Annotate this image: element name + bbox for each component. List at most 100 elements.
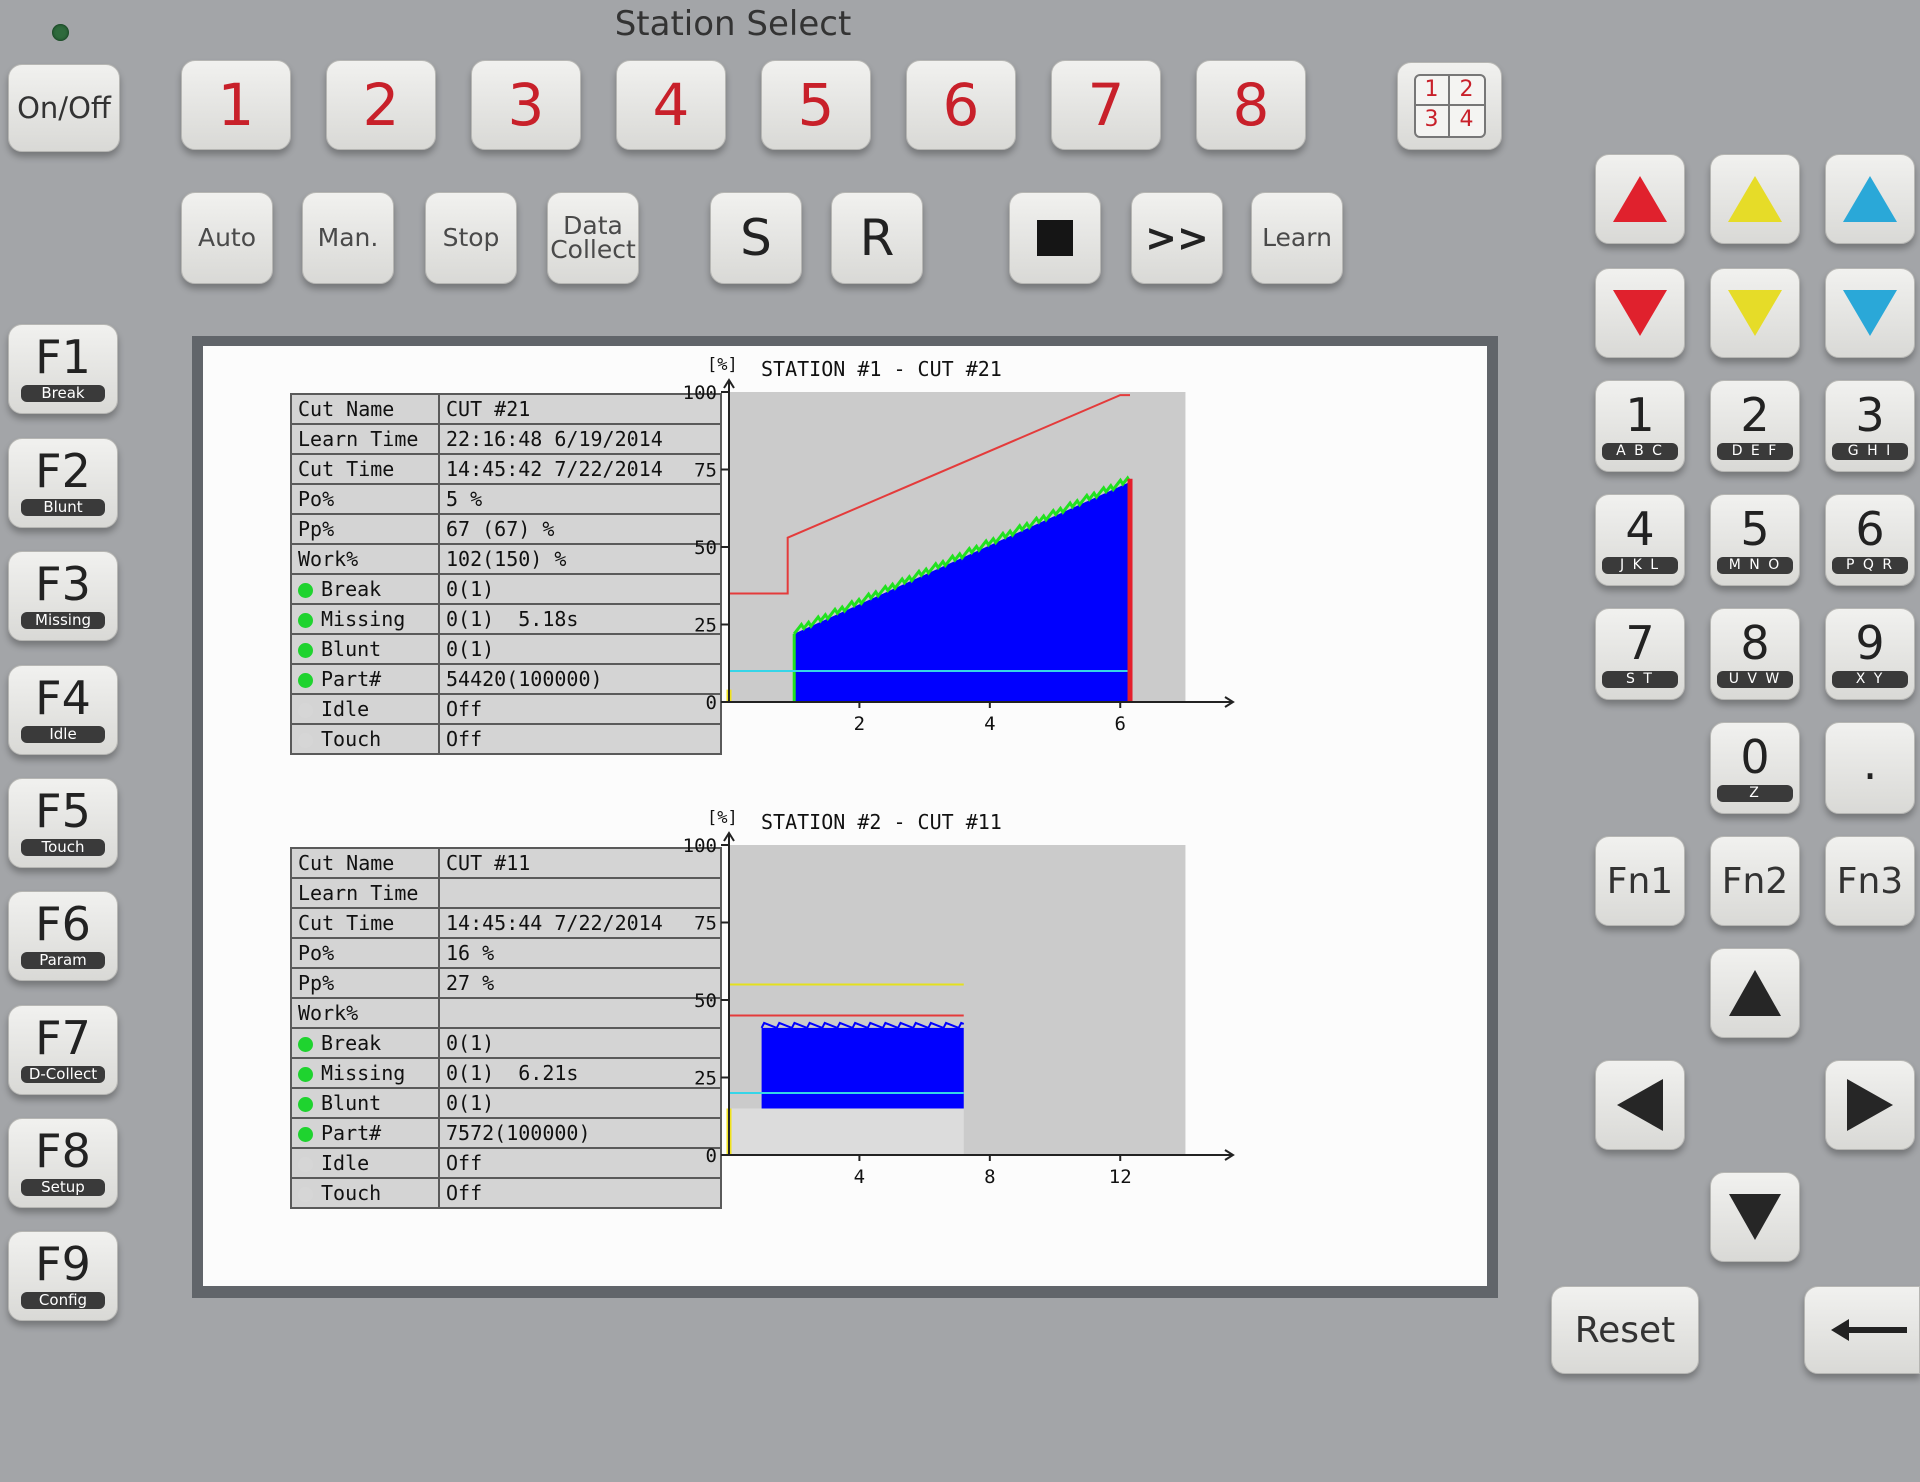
station1-row-key: Cut Time <box>290 453 440 485</box>
data-collect-button[interactable]: Data Collect <box>547 192 639 284</box>
blue-up-key[interactable] <box>1825 154 1915 244</box>
f2-key[interactable]: F2 Blunt <box>8 438 118 528</box>
station-6-button[interactable]: 6 <box>906 60 1016 150</box>
y-axis-label: [%] <box>707 808 738 828</box>
f8-key[interactable]: F8 Setup <box>8 1118 118 1208</box>
power-led <box>52 24 69 41</box>
station2-chart: 0 25 50 75 100 4 8 12 [%] STATION #2 - CUT #11 <box>683 808 1235 1188</box>
fn1-key[interactable]: Fn1 <box>1595 836 1685 926</box>
station-4-button[interactable]: 4 <box>616 60 726 150</box>
station1-row-key: Part# <box>290 663 440 695</box>
f4-label: F4 <box>35 671 91 725</box>
station2-key-label: Pp% <box>298 971 335 995</box>
station2-row-key: Blunt <box>290 1087 440 1119</box>
station2-row-key: Part# <box>290 1117 440 1149</box>
station1-row-value: Off <box>438 723 722 755</box>
learn-button[interactable]: Learn <box>1251 192 1343 284</box>
station-8-button[interactable]: 8 <box>1196 60 1306 150</box>
s-button[interactable]: S <box>710 192 802 284</box>
station1-chart: 0 25 50 75 100 2 4 6 [%] STATION #1 - CUT #21 <box>683 355 1235 735</box>
enter-key[interactable] <box>1804 1286 1920 1374</box>
fn2-key[interactable]: Fn2 <box>1710 836 1800 926</box>
nav-left-key[interactable] <box>1595 1060 1685 1150</box>
station1-key-label: Touch <box>321 727 382 751</box>
red-down-key[interactable] <box>1595 268 1685 358</box>
station-2-button[interactable]: 2 <box>326 60 436 150</box>
plot-lower-region <box>729 1108 964 1155</box>
fn3-key[interactable]: Fn3 <box>1825 836 1915 926</box>
r-button[interactable]: R <box>831 192 923 284</box>
f4-key[interactable]: F4 Idle <box>8 665 118 755</box>
y-axis-arrow <box>723 831 735 842</box>
nav-down-key[interactable] <box>1710 1172 1800 1262</box>
station1-row: Idle Off <box>290 693 722 725</box>
auto-button[interactable]: Auto <box>181 192 273 284</box>
station2-row-key: Po% <box>290 937 440 969</box>
status-led-icon <box>298 583 313 598</box>
station-7-button[interactable]: 7 <box>1051 60 1161 150</box>
numpad-2-letters: D E F <box>1717 443 1793 460</box>
station1-row-key: Po% <box>290 483 440 515</box>
f5-key[interactable]: F5 Touch <box>8 778 118 868</box>
blue-up-arrow-icon <box>1843 176 1897 222</box>
station2-key-label: Work% <box>298 1001 359 1025</box>
numpad-dot[interactable]: . <box>1825 722 1915 814</box>
f9-key[interactable]: F9 Config <box>8 1231 118 1321</box>
f9-label: F9 <box>35 1237 91 1291</box>
station-1-button[interactable]: 1 <box>181 60 291 150</box>
power-button[interactable]: On/Off <box>8 64 120 152</box>
station2-key-label: Touch <box>321 1181 382 1205</box>
manual-button[interactable]: Man. <box>302 192 394 284</box>
stop-button[interactable]: Stop <box>425 192 517 284</box>
nav-up-key[interactable] <box>1710 948 1800 1038</box>
f6-key[interactable]: F6 Param <box>8 891 118 981</box>
status-led-icon <box>298 733 313 748</box>
blue-down-key[interactable] <box>1825 268 1915 358</box>
station1-row-key: Missing <box>290 603 440 635</box>
station1-key-label: Break <box>321 577 382 601</box>
reset-key[interactable]: Reset <box>1551 1286 1699 1374</box>
quad-view-button[interactable]: 1 2 3 4 <box>1397 62 1502 150</box>
f1-key[interactable]: F1 Break <box>8 324 118 414</box>
red-up-key[interactable] <box>1595 154 1685 244</box>
limit-line <box>729 394 1131 595</box>
quad-cell-3: 3 <box>1416 106 1450 136</box>
station1-row: Break 0(1) <box>290 573 722 605</box>
yellow-down-key[interactable] <box>1710 268 1800 358</box>
display-screen: Cut Name CUT #21 Learn Time 22:16:48 6/19/2… <box>203 346 1487 1286</box>
station2-row: Po% 16 % <box>290 937 722 969</box>
status-led-icon <box>298 1067 313 1082</box>
red-down-arrow-icon <box>1613 290 1667 336</box>
f4-sublabel: Idle <box>21 726 105 743</box>
x-tick-label: 6 <box>1115 713 1126 735</box>
station-5-button[interactable]: 5 <box>761 60 871 150</box>
forward-button[interactable]: >> <box>1131 192 1223 284</box>
y-axis-label: [%] <box>707 355 738 375</box>
station-3-button[interactable]: 3 <box>471 60 581 150</box>
stop-square-button[interactable] <box>1009 192 1101 284</box>
yellow-up-key[interactable] <box>1710 154 1800 244</box>
station2-row-value: Off <box>438 1147 722 1179</box>
nav-right-key[interactable] <box>1825 1060 1915 1150</box>
f7-key[interactable]: F7 D-Collect <box>8 1005 118 1095</box>
f7-sublabel: D-Collect <box>21 1066 105 1083</box>
x-tick-label: 4 <box>854 1166 865 1188</box>
signal-area <box>794 481 1131 702</box>
station1-key-label: Missing <box>321 607 406 631</box>
station2-key-label: Learn Time <box>298 881 419 905</box>
f3-key[interactable]: F3 Missing <box>8 551 118 641</box>
status-led-icon <box>298 1187 313 1202</box>
signal-edge <box>793 475 1132 635</box>
station2-key-label: Blunt <box>321 1091 382 1115</box>
station2-row: Learn Time <box>290 877 722 909</box>
